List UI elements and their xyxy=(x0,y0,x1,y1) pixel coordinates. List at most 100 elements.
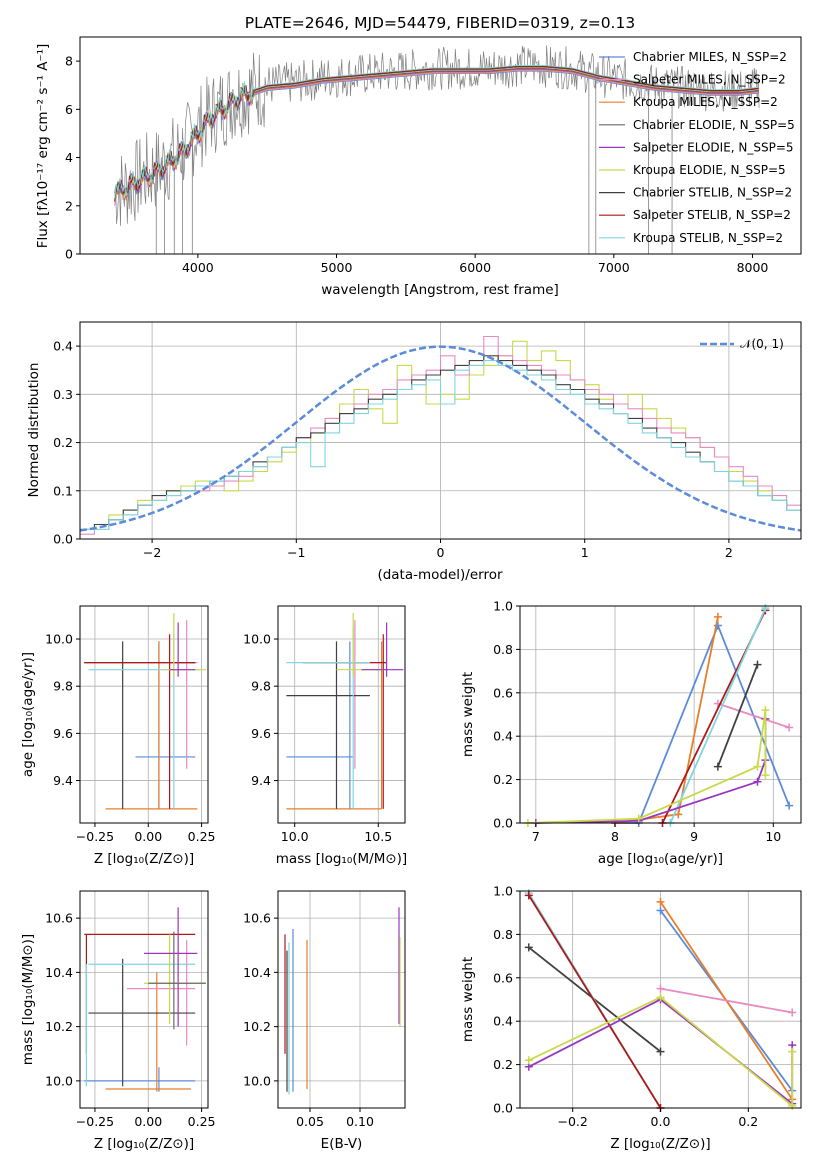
massweight-marker xyxy=(524,891,533,900)
massweight-marker xyxy=(656,906,665,915)
massweight-line xyxy=(528,894,662,1109)
massweight-vs-age-ytick-label: 0.2 xyxy=(493,772,513,787)
massweight-vs-age-ytick-label: 0.6 xyxy=(493,685,513,700)
residual-xtick-label: 0 xyxy=(437,545,445,560)
massweight-vs-age-xtick-label: 10 xyxy=(765,829,781,844)
massweight-marker xyxy=(656,897,665,906)
normal-legend-label: 𝒩(0, 1) xyxy=(740,337,784,351)
age-vs-mass-xtick-label: 10.0 xyxy=(281,829,309,844)
age-vs-Z-marks xyxy=(84,613,206,810)
massweight-vs-Z-xtick-label: 0.2 xyxy=(738,1114,758,1129)
massweight-vs-age-frame xyxy=(519,605,802,824)
massweight-vs-age-panel: 7 8 9 10 0.0 0.2 0.4 0.6 0.8 1.0 age [log₁₀(age/yr… xyxy=(460,599,802,867)
age-vs-Z-ytick-label: 9.4 xyxy=(53,773,73,788)
age-vs-Z-xtick-label: −0.25 xyxy=(76,829,114,844)
massweight-marker xyxy=(524,1056,533,1065)
spectrum-ytick-label: 8 xyxy=(65,54,73,69)
mass-vs-EBV-ytick-label: 10.0 xyxy=(243,1073,271,1088)
massweight-vs-Z-panel: −0.2 0.0 0.2 0.0 0.2 0.4 0.6 0.8 1.0 Z [log₁₀(Z/Z… xyxy=(460,884,802,1152)
age-vs-mass-xlabel: mass [log₁₀(M/M⊙)] xyxy=(276,851,407,867)
residual-xtick-label: −1 xyxy=(287,545,305,560)
mass-vs-Z-xtick-label: 0.25 xyxy=(188,1114,216,1129)
spectrum-title: PLATE=2646, MJD=54479, FIBERID=0319, z=0… xyxy=(245,14,635,32)
mass-vs-Z-xtick-label: −0.25 xyxy=(76,1114,114,1129)
residual-xtick-label: 2 xyxy=(725,545,733,560)
residual-xlabel: (data-model)/error xyxy=(377,567,503,583)
spectrum-xtick-label: 6000 xyxy=(459,260,491,275)
massweight-marker xyxy=(656,1047,665,1056)
mass-vs-Z-ytick-label: 10.4 xyxy=(45,965,73,980)
massweight-vs-Z-xtick-label: 0.0 xyxy=(651,1114,671,1129)
age-vs-Z-panel: −0.25 0.00 0.25 9.4 9.6 9.8 10.0 Z [log₁₀(Z/Z⊙)… xyxy=(20,605,216,867)
massweight-marker xyxy=(788,1047,797,1056)
spectrum-legend-label: Kroupa MILES, N_SSP=2 xyxy=(633,95,778,109)
mass-vs-EBV-xlabel: E(B-V) xyxy=(321,1136,363,1152)
massweight-vs-age-ytick-label: 1.0 xyxy=(493,599,513,614)
spectrum-legend-label: Kroupa STELIB, N_SSP=2 xyxy=(633,231,783,245)
spectrum-ytick-label: 0 xyxy=(65,247,73,262)
mass-vs-Z-panel: −0.25 0.00 0.25 10.0 10.2 10.4 10.6 Z [log₁₀(Z/… xyxy=(20,890,216,1152)
spectrum-legend-label: Salpeter STELIB, N_SSP=2 xyxy=(633,208,791,222)
residual-legend: 𝒩(0, 1) xyxy=(700,337,784,351)
massweight-line xyxy=(614,616,719,824)
spectrum-xtick-label: 7000 xyxy=(598,260,630,275)
massweight-marker xyxy=(713,762,722,771)
massweight-marker xyxy=(753,777,762,786)
mass-vs-Z-ytick-label: 10.0 xyxy=(45,1073,73,1088)
massweight-marker xyxy=(524,943,533,952)
spectrum-xtick-label: 5000 xyxy=(321,260,353,275)
age-vs-Z-ytick-label: 10.0 xyxy=(45,632,73,647)
mass-vs-Z-ytick-label: 10.6 xyxy=(45,911,73,926)
spectrum-ytick-label: 2 xyxy=(65,198,73,213)
spectrum-model-line xyxy=(114,69,759,202)
histogram-step-line xyxy=(80,335,801,535)
age-vs-Z-xtick-label: 0.00 xyxy=(134,829,162,844)
massweight-marker xyxy=(656,993,665,1002)
massweight-marker xyxy=(634,814,643,823)
massweight-vs-Z-ytick-label: 0.4 xyxy=(493,1014,513,1029)
mass-vs-Z-ylabel: mass [log₁₀(M/M⊙)] xyxy=(20,934,36,1065)
mass-vs-EBV-panel: 0.05 0.10 10.0 10.2 10.4 10.6 E(B-V) xyxy=(243,890,406,1152)
residual-ytick-label: 0.4 xyxy=(53,339,73,354)
mass-vs-EBV-ytick-label: 10.6 xyxy=(243,911,271,926)
spectrum-ytick-label: 6 xyxy=(65,102,73,117)
massweight-marker xyxy=(656,984,665,993)
mass-vs-EBV-ytick-label: 10.2 xyxy=(243,1019,271,1034)
massweight-vs-age-xtick-label: 7 xyxy=(532,829,540,844)
massweight-marker xyxy=(753,762,762,771)
massweight-line xyxy=(660,987,793,1014)
massweight-vs-Z-ylabel: mass weight xyxy=(460,957,476,1042)
spectrum-legend-label: Chabrier ELODIE, N_SSP=5 xyxy=(633,118,795,132)
spectrum-ytick-label: 4 xyxy=(65,150,73,165)
massweight-vs-Z-ytick-label: 0.2 xyxy=(493,1057,513,1072)
spectrum-xtick-label: 4000 xyxy=(182,260,214,275)
mass-vs-Z-marks xyxy=(84,907,206,1092)
residual-xtick-label: 1 xyxy=(581,545,589,560)
residual-ytick-label: 0.1 xyxy=(53,483,73,498)
spectrum-legend-label: Salpeter MILES, N_SSP=2 xyxy=(633,73,786,87)
mass-vs-EBV-frame xyxy=(277,890,406,1109)
mass-vs-EBV-marks xyxy=(284,907,401,1095)
massweight-line xyxy=(717,702,790,729)
spectrum-legend-label: Chabrier MILES, N_SSP=2 xyxy=(633,50,787,64)
massweight-vs-Z-ytick-label: 0.0 xyxy=(493,1101,513,1116)
spectrum-panel: PLATE=2646, MJD=54479, FIBERID=0319, z=0… xyxy=(35,14,802,298)
age-vs-Z-ytick-label: 9.6 xyxy=(53,726,73,741)
age-vs-Z-xtick-label: 0.25 xyxy=(188,829,216,844)
massweight-marker xyxy=(785,801,794,810)
massweight-marker xyxy=(788,1008,797,1017)
residual-ytick-label: 0.0 xyxy=(53,532,73,547)
massweight-line xyxy=(528,996,794,1108)
age-vs-Z-xlabel: Z [log₁₀(Z/Z⊙)] xyxy=(94,851,194,867)
spectrum-legend-label: Salpeter ELODIE, N_SSP=5 xyxy=(633,140,794,154)
spectrum-xlabel: wavelength [Angstrom, rest frame] xyxy=(321,282,559,298)
age-vs-mass-frame xyxy=(277,605,406,824)
age-vs-Z-ytick-label: 9.8 xyxy=(53,679,73,694)
spectrum-legend: Chabrier MILES, N_SSP=2 Salpeter MILES, N… xyxy=(599,50,795,245)
massweight-marker xyxy=(713,612,722,621)
massweight-marker xyxy=(713,621,722,630)
age-vs-mass-ytick-label: 9.4 xyxy=(251,773,271,788)
mass-vs-Z-ytick-label: 10.2 xyxy=(45,1019,73,1034)
age-vs-mass-xtick-label: 10.5 xyxy=(364,829,392,844)
